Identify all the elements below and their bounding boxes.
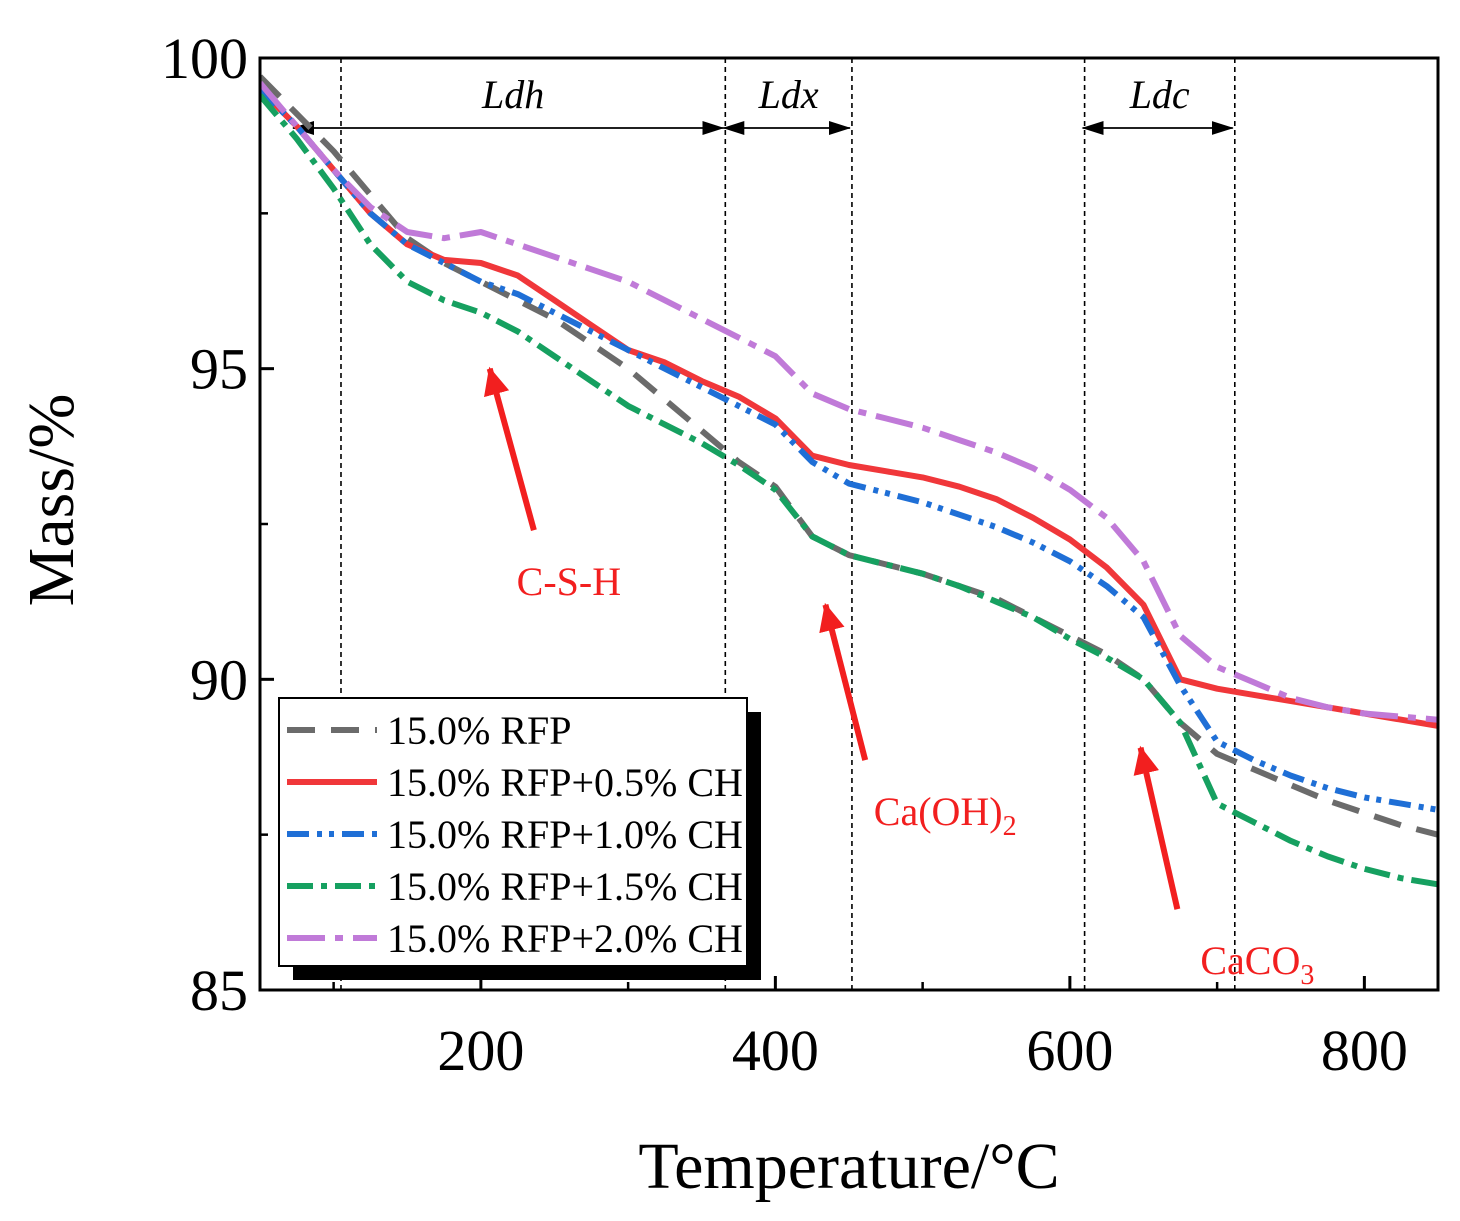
legend-label-15-0-rfp-0-5-ch: 15.0% RFP+0.5% CH [387,760,743,805]
annotation-layer: C-S-H Ca(OH)2 CaCO3 [484,366,1314,991]
series-layer [260,74,1438,888]
annotation-subscript: 3 [1300,960,1314,991]
x-tick-label-400: 400 [732,1018,819,1083]
annotation-arrow-caco [1133,745,1181,910]
x-tick-label-200: 200 [437,1018,524,1083]
y-tick-label-95: 95 [190,337,248,402]
annotation-label-c-s-h: C-S-H [517,559,621,604]
range-label-ldh: Ldh [481,72,544,117]
series-line-15-0-rfp-2-0-ch [260,80,1438,723]
legend-label-15-0-rfp: 15.0% RFP [387,708,572,753]
series-line-15-0-rfp-1-5-ch [260,93,1438,888]
legend: 15.0% RFP 15.0% RFP+0.5% CH 15.0% RFP+1.0%… [278,697,761,980]
range-label-ldx: Ldx [758,72,819,117]
y-tick-label-90: 90 [190,647,248,712]
annotation-subscript: 2 [1003,811,1017,842]
y-axis-label: Mass/% [15,394,88,607]
legend-label-15-0-rfp-1-5-ch: 15.0% RFP+1.5% CH [387,864,743,909]
axes: 200 400 600 800 85 90 95 100 [161,26,1408,1083]
series-line-15-0-rfp-1-0-ch [260,86,1438,813]
series-line-15-0-rfp [260,74,1438,838]
y-tick-label-100: 100 [161,26,248,91]
annotation-arrow-c-s-h [484,366,537,532]
x-tick-label-800: 800 [1321,1018,1408,1083]
annotation-label-caco: CaCO3 [1200,938,1314,991]
legend-label-15-0-rfp-2-0-ch: 15.0% RFP+2.0% CH [387,916,743,961]
series-line-15-0-rfp-0-5-ch [260,86,1438,729]
annotation-arrow-ca-oh [819,602,869,761]
x-tick-label-600: 600 [1026,1018,1113,1083]
range-label-ldc: Ldc [1129,72,1190,117]
y-tick-label-85: 85 [190,958,248,1023]
annotation-label-ca-oh: Ca(OH)2 [874,789,1017,842]
x-axis-label: Temperature/°C [638,1130,1059,1203]
legend-label-15-0-rfp-1-0-ch: 15.0% RFP+1.0% CH [387,812,743,857]
